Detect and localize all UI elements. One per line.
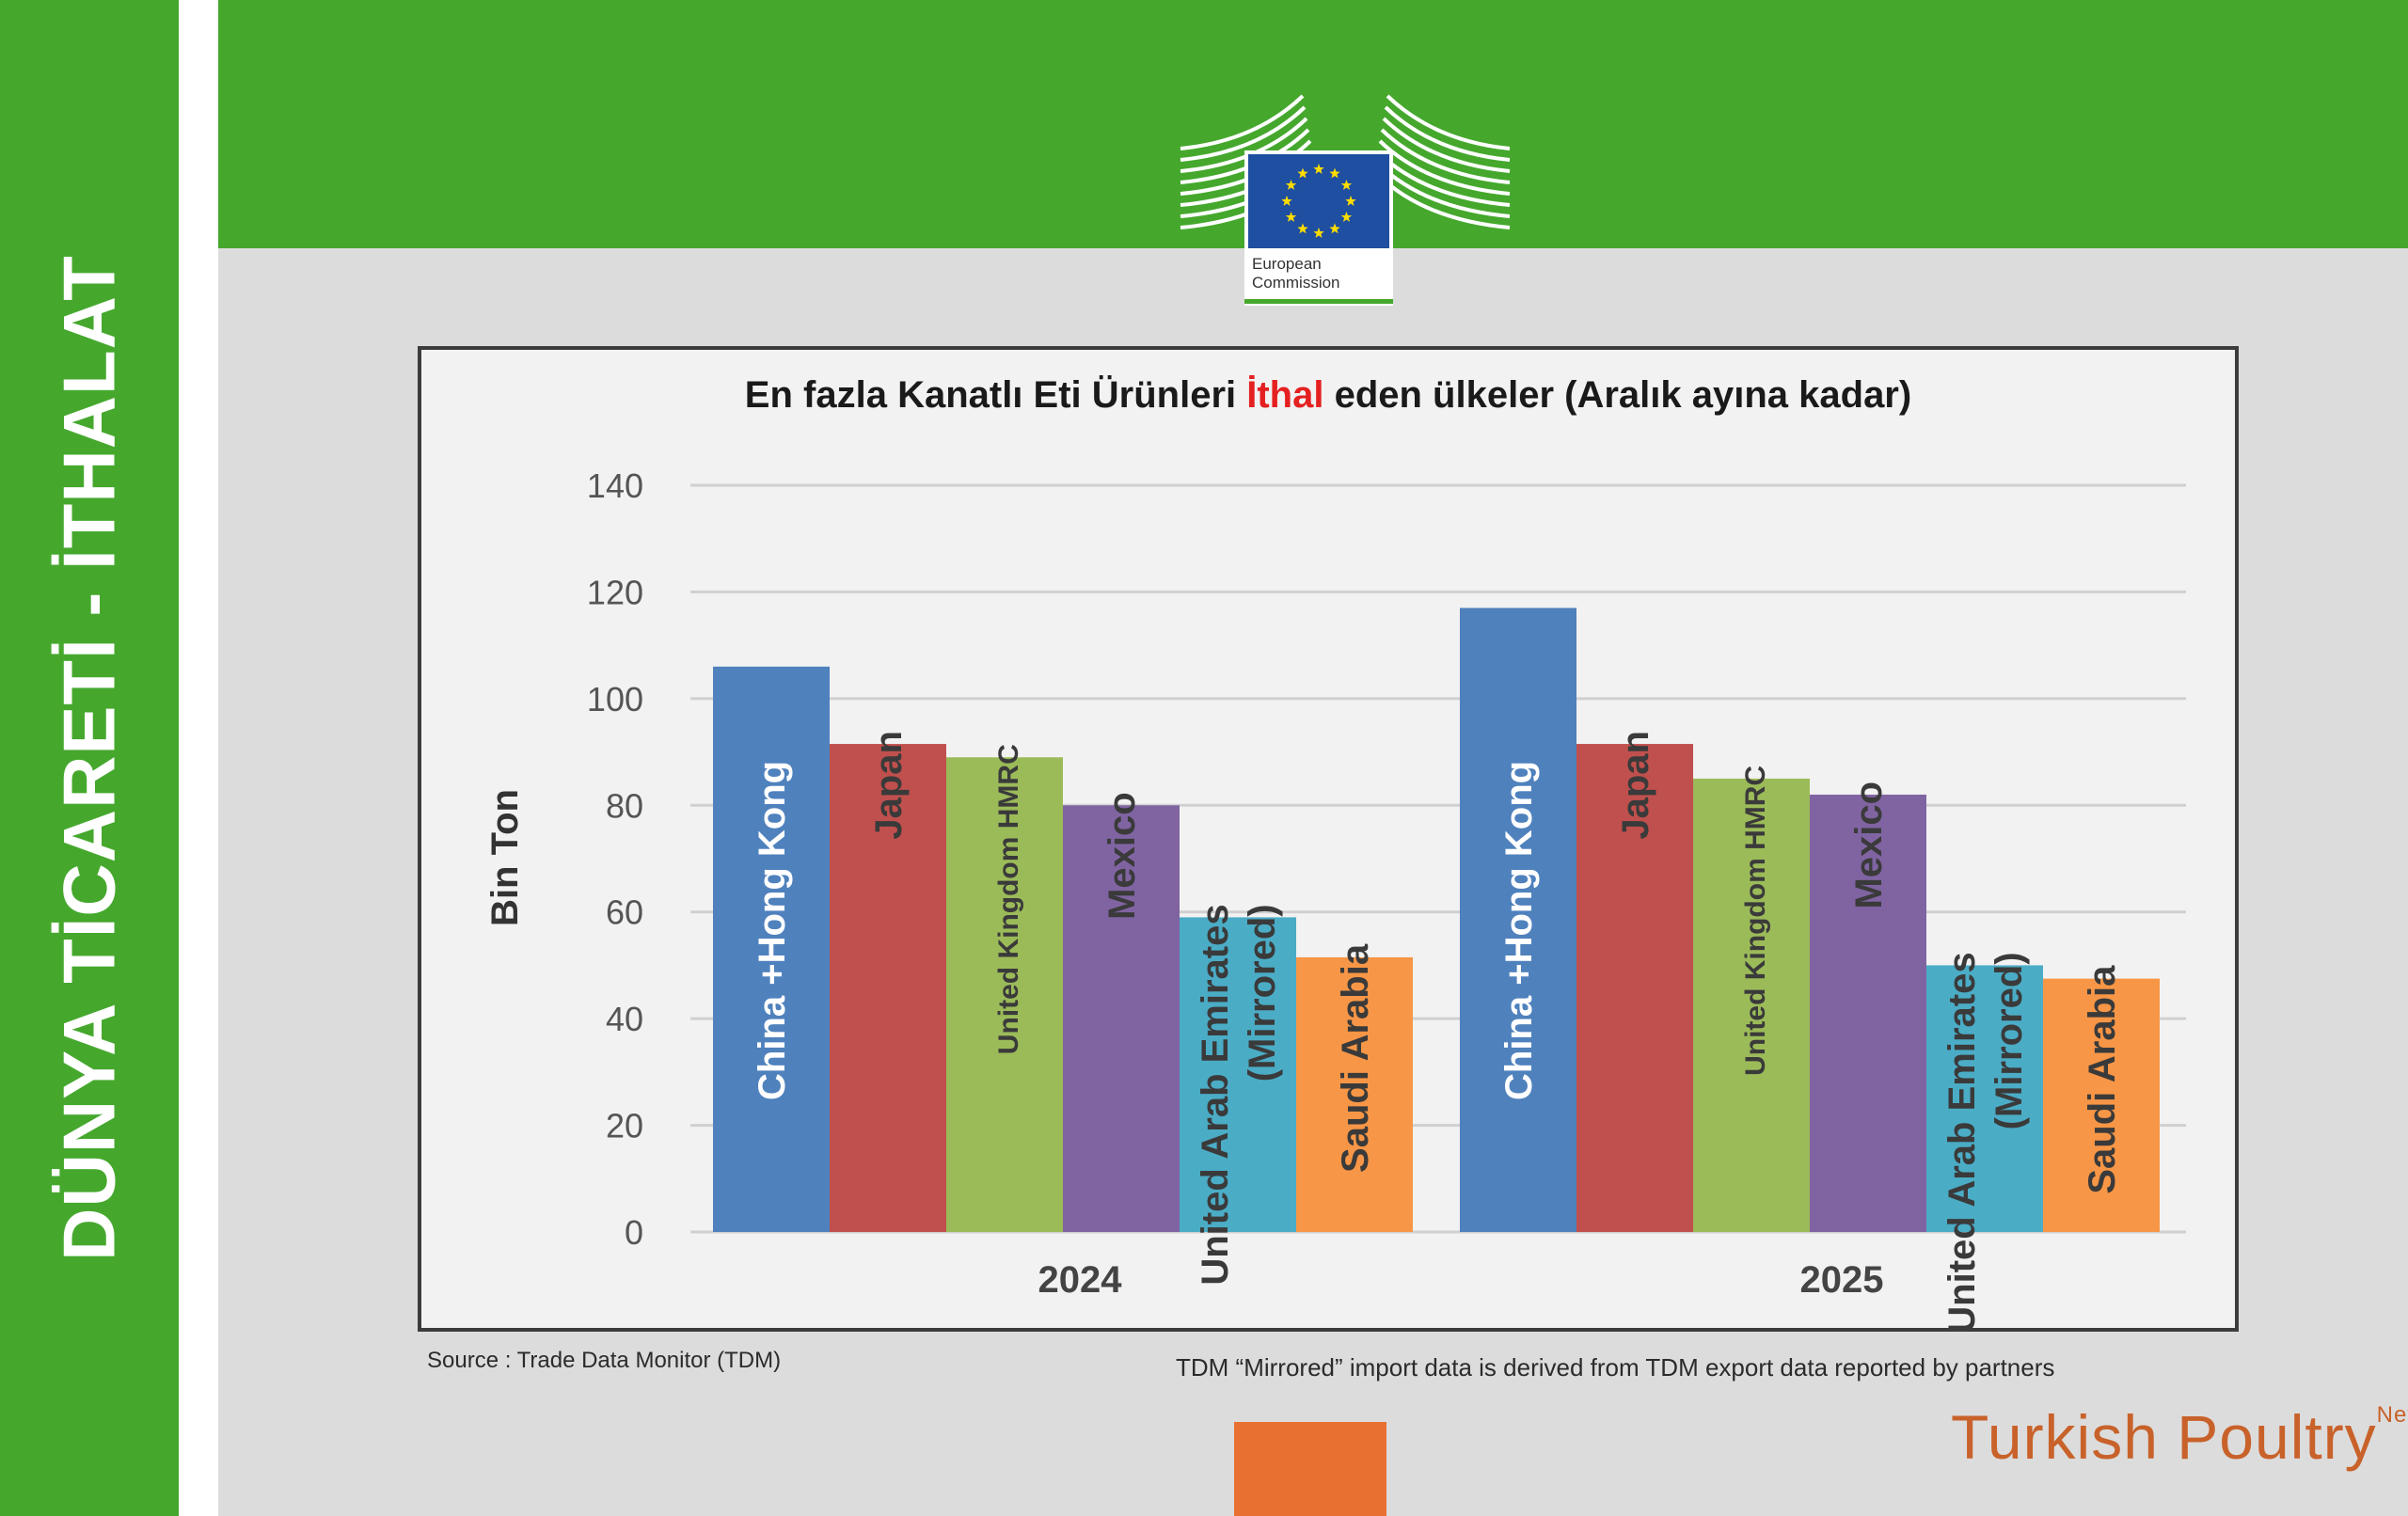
- eu-star-icon: [1329, 223, 1340, 234]
- ec-logo-underline: [1244, 299, 1393, 304]
- eu-star-icon: [1285, 180, 1297, 190]
- european-commission-logo: European Commission: [1180, 94, 1511, 306]
- bar: [1296, 956, 1413, 1232]
- side-title: DÜNYA TİCARETİ - İTHALAT: [47, 255, 131, 1261]
- bar-label: Japan: [1615, 731, 1656, 840]
- eu-star-icon: [1281, 196, 1292, 206]
- bar-label: (Mirrored): [1242, 904, 1283, 1082]
- bar: [1576, 744, 1693, 1232]
- eu-star-icon: [1340, 212, 1353, 222]
- turkish-poultry-logo: Turkish PoultryNet: [1951, 1401, 2408, 1473]
- source-note: Source : Trade Data Monitor (TDM): [427, 1348, 782, 1373]
- bar-label: Japan: [868, 731, 910, 840]
- bar: [713, 666, 830, 1232]
- y-tick-label: 20: [606, 1107, 643, 1145]
- bar: [1460, 608, 1576, 1232]
- eu-star-icon: [1297, 223, 1308, 234]
- eu-stars-icon: [1281, 164, 1356, 238]
- bar: [830, 744, 946, 1232]
- bar-label: United Arab Emirates: [1941, 952, 1983, 1328]
- chart-frame: En fazla Kanatlı Eti Ürünleri İthal eden…: [418, 346, 2239, 1332]
- bar-label: China +Hong Kong: [1498, 761, 1540, 1100]
- bar-label: Mexico: [1101, 792, 1143, 920]
- brand-suffix: Net: [2376, 1402, 2408, 1428]
- y-tick-label: 0: [625, 1213, 643, 1252]
- bar-label: United Kingdom HMRC: [993, 744, 1024, 1054]
- side-stripe: [179, 0, 218, 1516]
- mirrored-note: TDM “Mirrored” import data is derived fr…: [1176, 1353, 2055, 1382]
- bar-chart: 0 20 40 60 80 100 120 140 Bin Ton China +Hong Kon…: [484, 466, 2186, 1328]
- bar: [1810, 794, 1926, 1232]
- x-category-label: 2025: [1800, 1259, 1884, 1301]
- bar-label: Saudi Arabia: [1335, 943, 1376, 1173]
- y-tick-label: 100: [587, 680, 643, 719]
- chart-title: En fazla Kanatlı Eti Ürünleri İthal eden…: [421, 374, 2235, 417]
- ec-logo-line1: European: [1252, 255, 1322, 273]
- y-tick-label: 80: [606, 786, 643, 825]
- bar-label: United Arab Emirates: [1195, 904, 1236, 1285]
- chart-title-highlight: İthal: [1246, 374, 1324, 416]
- bar: [1180, 917, 1296, 1232]
- eu-star-icon: [1340, 180, 1353, 190]
- eu-star-icon: [1329, 167, 1340, 179]
- bar: [2043, 978, 2160, 1232]
- y-tick-label: 140: [587, 466, 643, 505]
- bar: [1926, 965, 2043, 1232]
- y-tick-label: 60: [606, 893, 643, 932]
- ec-logo-line2: Commission: [1252, 274, 1340, 292]
- eu-star-icon: [1313, 164, 1324, 174]
- y-axis-title: Bin Ton: [484, 789, 526, 926]
- chart-title-part2: eden ülkeler (Aralık ayına kadar): [1323, 374, 1912, 416]
- side-band: [0, 0, 179, 1516]
- orange-block: [1234, 1422, 1386, 1516]
- eu-star-icon: [1297, 167, 1308, 179]
- eu-star-icon: [1285, 212, 1297, 222]
- bar: [946, 757, 1063, 1232]
- x-category-label: 2024: [1038, 1259, 1123, 1301]
- bar-label: Saudi Arabia: [2082, 965, 2123, 1194]
- y-tick-label: 120: [587, 573, 643, 611]
- bar-label: United Kingdom HMRC: [1740, 766, 1771, 1076]
- y-tick-label: 40: [606, 1000, 643, 1038]
- brand-name: Turkish Poultry: [1951, 1402, 2377, 1472]
- eu-star-icon: [1345, 196, 1356, 206]
- bar-label: China +Hong Kong: [752, 761, 793, 1100]
- bar-label: (Mirrored): [1988, 952, 2030, 1129]
- eu-star-icon: [1313, 228, 1324, 238]
- bar: [1693, 778, 1810, 1232]
- bar: [1063, 805, 1180, 1232]
- chart-title-part1: En fazla Kanatlı Eti Ürünleri: [744, 374, 1247, 416]
- bar-label: Mexico: [1848, 782, 1890, 909]
